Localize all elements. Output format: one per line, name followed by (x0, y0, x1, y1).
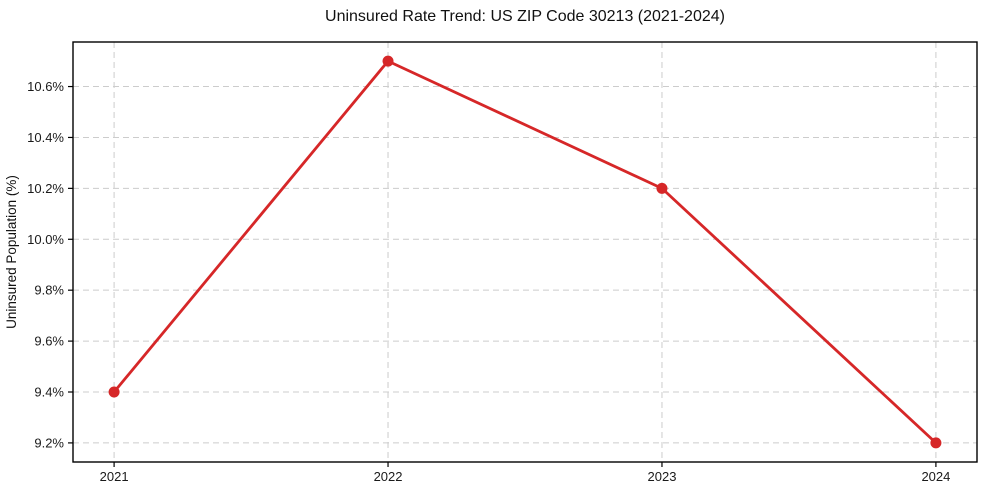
y-tick-label: 10.0% (27, 232, 64, 247)
x-tick-label: 2023 (648, 469, 677, 484)
y-axis-label: Uninsured Population (%) (4, 175, 19, 329)
data-point-marker (382, 55, 394, 67)
y-tick-label: 10.4% (27, 130, 64, 145)
data-point-marker (656, 182, 668, 194)
y-tick-label: 9.8% (34, 283, 64, 298)
x-tick-label: 2024 (921, 469, 950, 484)
y-tick-label: 10.2% (27, 181, 64, 196)
axis-layer: 2021 2022 2023 2024 9.2% 9.4% 9.6% 9.8% 10.0% 10.… (27, 41, 978, 484)
y-tick-label: 10.6% (27, 79, 64, 94)
y-tick-label: 9.6% (34, 334, 64, 349)
grid-layer (73, 42, 977, 462)
x-tick-label: 2021 (100, 469, 129, 484)
data-point-marker (930, 437, 942, 449)
trend-line-layer (108, 55, 942, 449)
trend-line (112, 59, 938, 445)
data-point-marker (108, 386, 120, 398)
x-tick-label: 2022 (374, 469, 403, 484)
y-tick-label: 9.4% (34, 385, 64, 400)
y-tick-label: 9.2% (34, 435, 64, 450)
chart-title: Uninsured Rate Trend: US ZIP Code 30213 … (325, 8, 725, 25)
plot-border (72, 41, 978, 463)
